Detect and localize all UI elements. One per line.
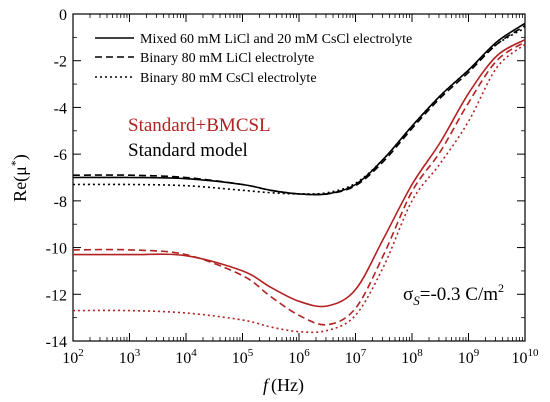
series-line-standard-solid: [72, 22, 526, 196]
x-tick-label: 106: [288, 347, 310, 367]
annotation-surface-charge: σS=-0.3 C/m2: [403, 281, 504, 308]
y-tick-label: -12: [46, 287, 67, 304]
y-axis-close: ): [10, 154, 31, 160]
series-line-bmcsl-dashed: [72, 41, 526, 326]
y-tick-label: -6: [54, 147, 67, 164]
series-line-standard-dashed: [72, 25, 526, 196]
x-tick-label: 108: [401, 347, 423, 367]
y-tick-label: -2: [54, 54, 67, 71]
annotation-standard-model: Standard model: [128, 140, 248, 161]
legend-label-licl: Binary 80 mM LiCl electrolyte: [140, 51, 314, 66]
sigma-subscript: S: [413, 293, 420, 308]
y-tick-label: -4: [54, 100, 67, 117]
legend-label-cscl: Binary 80 mM CsCl electrolyte: [140, 71, 317, 86]
y-tick-label: -14: [46, 334, 67, 351]
x-tick-label: 102: [62, 347, 84, 367]
series-layer: [72, 22, 526, 334]
sigma-value: =-0.3 C/m: [420, 284, 498, 305]
y-tick-label: 0: [59, 7, 67, 24]
x-axis-title: f (Hz): [263, 375, 304, 396]
x-axis-variable: f: [263, 375, 271, 395]
y-axis-main: Re(μ: [10, 166, 31, 202]
x-tick-label: 104: [175, 347, 197, 367]
x-tick-label: 109: [458, 347, 480, 367]
x-tick-label: 105: [232, 347, 254, 367]
x-axis-unit: (Hz): [271, 375, 304, 396]
x-tick-label: 107: [345, 347, 367, 367]
annotation-standard-bmcsl: Standard+BMCSL: [128, 115, 271, 136]
x-tick-label: 103: [119, 347, 141, 367]
ticks-layer: 102 103 104 105 106 107 108 109 1010 0 -2 -4 -6 -8 -10…: [46, 7, 539, 367]
sigma-superscript: 2: [498, 281, 504, 295]
y-tick-label: -8: [54, 194, 67, 211]
y-axis-superscript: *: [8, 160, 22, 166]
sigma-symbol: σ: [403, 284, 413, 305]
series-line-standard-dotted: [72, 27, 526, 195]
y-tick-label: -10: [46, 241, 67, 258]
series-line-bmcsl-solid: [72, 38, 526, 308]
legend: Mixed 60 mM LiCl and 20 mM CsCl electrol…: [95, 32, 412, 86]
x-tick-label: 1010: [512, 347, 540, 367]
legend-label-mixed: Mixed 60 mM LiCl and 20 mM CsCl electrol…: [140, 32, 412, 47]
y-axis-title: Re(μ*): [8, 154, 31, 202]
